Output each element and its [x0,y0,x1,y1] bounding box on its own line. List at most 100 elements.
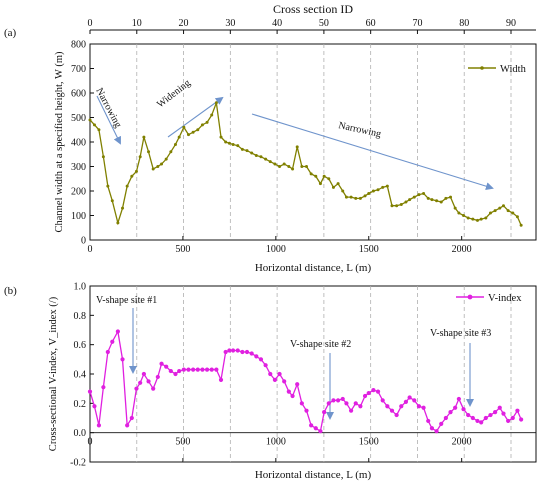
x-tick-label-a: 500 [175,244,190,255]
data-point [461,407,466,412]
y-tick-label-a: 700 [71,64,86,75]
data-point [147,150,151,154]
data-point [164,157,168,161]
data-point [367,191,371,195]
data-point [353,401,358,406]
top-tick-label: 20 [179,18,189,29]
data-point [196,128,200,132]
data-point [278,165,282,168]
data-point [318,429,323,434]
data-point [412,398,417,403]
data-point [240,147,244,151]
top-tick-label: 90 [506,18,516,29]
grid-lines-a [136,44,512,240]
data-point [444,196,448,200]
data-point [191,367,196,372]
data-point [110,339,115,344]
data-point [404,200,408,204]
data-point [177,135,181,139]
data-point [224,140,228,144]
data-point [381,185,385,189]
data-point [181,367,186,372]
data-point [479,420,484,425]
data-point [462,214,466,217]
x-tick-label-a: 2000 [452,244,472,255]
data-point [434,429,439,434]
plot-frame-b [89,285,537,463]
top-tick-label: 70 [412,18,422,29]
data-point [304,408,309,413]
data-point [439,421,444,426]
data-point [314,174,318,178]
data-point [318,182,322,186]
data-point [218,377,224,382]
data-point [371,388,376,393]
data-point [335,398,341,403]
data-point [519,223,523,227]
legend-width-label: Width [500,64,527,75]
x-tick-label-a: 1000 [266,244,286,255]
data-point [395,204,399,208]
data-point [155,374,160,380]
annotation-vshape-1: V-shape site #1 [96,295,157,306]
data-point [449,195,453,199]
y-tick-label-a: 800 [71,40,86,51]
data-point [506,418,511,424]
data-point [173,142,177,146]
top-tick-label: 30 [225,18,235,29]
data-point [501,204,505,208]
y-tick-label-a: 200 [71,187,86,198]
y-axis-label-a: Channel width at a specified height, W (… [54,51,65,232]
legend-vindex-label: V-index [488,293,522,304]
data-point [268,371,273,377]
chart-panel-b: Horizontal distance, L (m) Cross-section… [48,282,537,481]
y-axis-label-b: Cross-sectional V-index, V_index (/) [48,296,59,451]
data-point [186,133,190,137]
x-tick-label-b: 500 [175,437,190,448]
data-point [240,349,245,355]
data-point [101,155,105,159]
data-point [501,411,506,416]
data-point [439,200,443,204]
data-point [120,357,125,362]
data-point [435,199,439,203]
data-point [399,202,403,206]
series-line [89,102,522,226]
data-point [515,408,520,413]
data-point [290,393,295,399]
data-point [426,196,430,200]
data-point [105,349,110,355]
x-tick-label-b: 1500 [359,437,379,448]
annotation-arrow-a-3 [251,113,494,191]
data-point [125,423,130,428]
y-tick-label-a: 400 [71,138,86,149]
data-point [231,142,235,146]
annotations-a: Narrowing Widening Narrowing [93,78,494,191]
data-point [453,405,458,410]
data-point [331,185,335,189]
data-point [282,379,287,384]
data-point [416,404,422,409]
series-vindex [87,329,524,434]
data-point [380,398,385,403]
data-point [287,165,291,168]
annotation-widening: Widening [155,78,193,111]
y-tick-label-b: 1.0 [74,282,87,293]
data-point [160,162,164,166]
data-point [515,215,519,219]
top-tick-label: 40 [272,18,282,29]
data-point [344,195,348,199]
data-point [493,209,497,213]
top-tick-label: 0 [88,18,93,29]
data-point [422,191,426,195]
data-point [264,157,268,161]
data-point [249,351,254,356]
x-tick-label-a: 0 [88,244,93,255]
x-tick-label-a: 1500 [359,244,379,255]
data-point [130,174,134,178]
data-point [497,405,502,410]
data-point [340,396,345,402]
annotation-arrow-a-1 [96,95,121,145]
data-point [268,160,272,164]
data-point [457,211,461,215]
